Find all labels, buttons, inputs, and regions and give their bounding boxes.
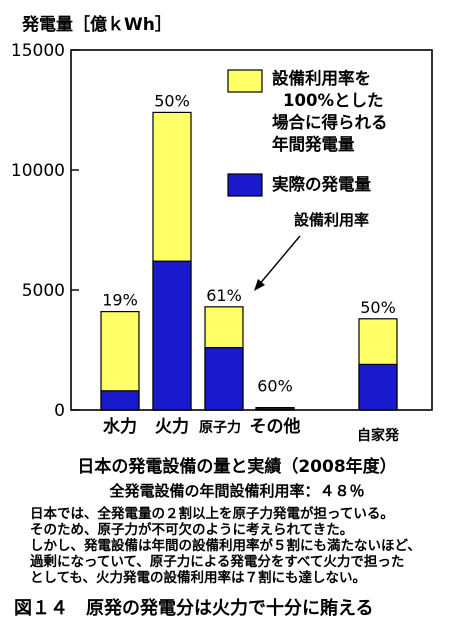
annotation-label: 設備利用率 [294, 211, 369, 229]
y-tick-label-2: 10000 [11, 161, 65, 181]
note-line-3: しかし、発電設備は年間の設備利用率が５割にも満たないほど、 [30, 538, 421, 554]
note-line-1: 日本では、全発電量の２割以上を原子力発電が担っている。 [30, 506, 394, 522]
utilization-label-2: 61% [206, 286, 242, 305]
power-generation-chart: 0 5000 10000 15000 19% 水力 50% 火力 61% 原子力 60% その他 50%… [11, 41, 433, 444]
bar-actual-1 [152, 260, 192, 411]
category-label-0: 水力 [103, 416, 137, 437]
utilization-label-1: 50% [154, 91, 190, 110]
note-line-4: 過剰になっていて、原子力による発電分をすべて火力で担った [30, 554, 405, 570]
utilization-stat: 全発電設備の年間設備利用率：４８％ [109, 482, 365, 500]
note-line-2: そのため、原子力が不可欠のように考えられてきた。 [30, 522, 354, 538]
plot-frame [70, 49, 433, 411]
y-axis-label: 発電量［億ｋWh］ [22, 15, 172, 35]
utilization-label-4: 50% [360, 298, 396, 317]
annotation-arrow-line [257, 235, 301, 287]
legend-swatch-potential [227, 69, 263, 93]
bar-actual-0 [100, 390, 140, 411]
utilization-label-3: 60% [257, 377, 293, 396]
y-tick-label-3: 15000 [11, 41, 65, 61]
utilization-label-0: 19% [102, 291, 138, 310]
bar-actual-2 [204, 347, 244, 411]
category-label-3: その他 [250, 416, 301, 437]
category-label-2: 原子力 [199, 419, 241, 436]
annotation-arrow-head [254, 279, 265, 291]
category-label-4: 自家発 [357, 427, 400, 444]
legend-swatch-actual [227, 173, 263, 197]
y-tick-label-1: 5000 [22, 281, 65, 301]
category-label-1: 火力 [155, 416, 189, 437]
y-tick-label-0: 0 [54, 401, 65, 421]
legend-potential-line-2: 場合に得られる [272, 112, 388, 132]
legend-potential-line-1: 100%とした [283, 91, 383, 110]
figure-title: 図１４ 原発の発電分は火力で十分に賄える [14, 598, 374, 619]
legend-potential-line-0: 設備利用率を [272, 68, 371, 88]
note-line-5: としても、火力発電の設備利用率は７割にも達しない。 [30, 570, 367, 586]
bar-actual-3 [255, 408, 295, 411]
legend-actual-label: 実際の発電量 [272, 174, 372, 194]
bar-actual-4 [358, 363, 398, 411]
chart-caption: 日本の発電設備の量と実績（2008年度） [77, 457, 397, 477]
legend-potential-line-3: 年間発電量 [272, 134, 355, 154]
